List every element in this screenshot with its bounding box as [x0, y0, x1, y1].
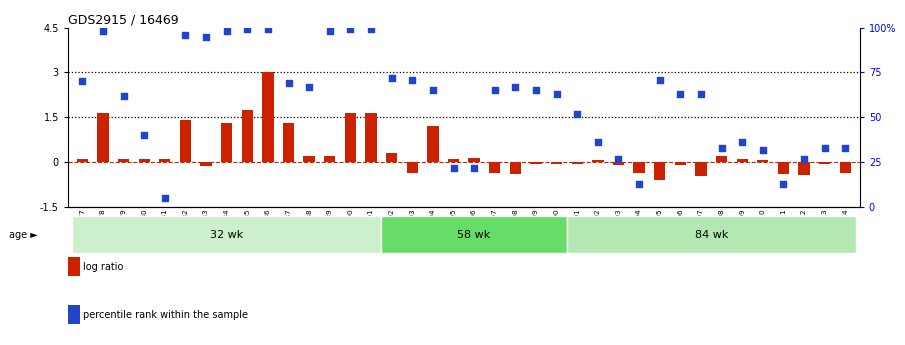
Bar	[592, 160, 604, 162]
Bar	[138, 159, 150, 162]
Bar	[510, 162, 521, 174]
Point	[838, 145, 853, 150]
Point	[75, 79, 90, 84]
Bar	[324, 156, 336, 162]
Bar	[695, 162, 707, 176]
Bar	[757, 160, 768, 162]
Bar	[798, 162, 810, 175]
Point	[405, 77, 420, 82]
Bar	[819, 162, 831, 164]
Point	[240, 27, 254, 32]
Bar	[777, 162, 789, 174]
Text: GDS2915 / 16469: GDS2915 / 16469	[68, 14, 178, 27]
FancyBboxPatch shape	[72, 216, 381, 253]
Point	[735, 140, 749, 145]
Point	[653, 77, 667, 82]
Bar	[406, 162, 418, 172]
Bar	[159, 159, 170, 162]
Text: 32 wk: 32 wk	[210, 230, 243, 239]
Bar	[469, 158, 480, 162]
Point	[467, 165, 481, 170]
Point	[364, 27, 378, 32]
Point	[446, 165, 461, 170]
Bar	[448, 159, 459, 162]
Bar	[366, 113, 376, 162]
Point	[488, 88, 502, 93]
Point	[281, 80, 296, 86]
Point	[694, 91, 709, 97]
Point	[96, 28, 110, 34]
Bar	[634, 162, 644, 172]
Point	[570, 111, 585, 117]
Text: 58 wk: 58 wk	[458, 230, 491, 239]
Bar	[262, 72, 273, 162]
Point	[776, 181, 791, 186]
Bar	[303, 156, 315, 162]
Point	[549, 91, 564, 97]
Point	[322, 28, 337, 34]
Bar	[716, 156, 728, 162]
Point	[199, 34, 214, 39]
Point	[343, 27, 357, 32]
Point	[632, 181, 646, 186]
Bar	[77, 159, 88, 162]
FancyBboxPatch shape	[381, 216, 567, 253]
Point	[673, 91, 688, 97]
Bar	[97, 113, 109, 162]
Bar	[242, 110, 253, 162]
Point	[157, 195, 172, 201]
Text: 84 wk: 84 wk	[694, 230, 728, 239]
Text: age ►: age ►	[9, 230, 38, 239]
Point	[302, 84, 317, 90]
Bar	[551, 162, 562, 164]
Text: percentile rank within the sample: percentile rank within the sample	[83, 310, 248, 320]
Bar	[221, 123, 233, 162]
Bar	[613, 162, 624, 165]
Point	[756, 147, 770, 152]
Point	[178, 32, 193, 38]
Point	[261, 27, 275, 32]
Point	[796, 156, 811, 161]
Bar	[530, 162, 542, 164]
Text: log ratio: log ratio	[83, 262, 124, 272]
Point	[591, 140, 605, 145]
Bar	[427, 126, 439, 162]
Point	[714, 145, 729, 150]
Bar	[572, 162, 583, 164]
Bar	[840, 162, 851, 172]
Bar	[737, 159, 748, 162]
Point	[219, 28, 233, 34]
Bar	[200, 162, 212, 166]
Point	[611, 156, 625, 161]
Point	[817, 145, 832, 150]
Bar	[345, 113, 356, 162]
Bar	[674, 162, 686, 165]
Point	[385, 75, 399, 81]
FancyBboxPatch shape	[567, 216, 855, 253]
Bar	[489, 162, 500, 172]
Point	[529, 88, 543, 93]
Point	[508, 84, 522, 90]
Bar	[180, 120, 191, 162]
Bar	[283, 123, 294, 162]
Bar	[654, 162, 665, 180]
Point	[137, 132, 151, 138]
Bar	[118, 159, 129, 162]
Point	[117, 93, 131, 99]
Point	[425, 88, 440, 93]
Bar	[386, 153, 397, 162]
